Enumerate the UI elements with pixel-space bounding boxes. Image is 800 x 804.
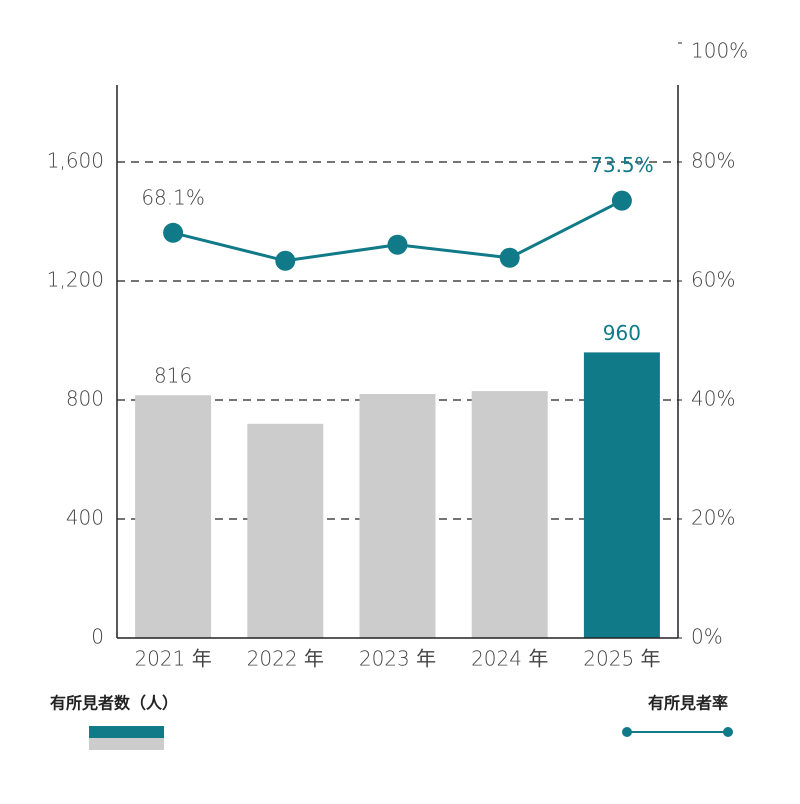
line-value-label: 68.1% xyxy=(141,185,205,209)
y2-tick-label: 20% xyxy=(691,506,735,530)
bar xyxy=(583,352,660,638)
line-point xyxy=(387,234,408,255)
legend-swatch xyxy=(89,738,164,750)
legend-swatch xyxy=(89,726,164,738)
bar xyxy=(247,423,324,638)
legend-label: 有所見者数（人） xyxy=(50,694,178,713)
x-tick-label: 2025 年 xyxy=(583,647,660,671)
bar-value-label: 960 xyxy=(603,321,641,345)
bar xyxy=(471,391,548,638)
x-tick-label: 2022 年 xyxy=(247,647,324,671)
y-tick-label: 1,600 xyxy=(47,149,104,173)
legend-dot xyxy=(723,727,733,737)
y2-tick-label: 40% xyxy=(691,387,735,411)
bar xyxy=(135,395,212,638)
x-tick-label: 2024 年 xyxy=(471,647,548,671)
y2-tick-label: 0% xyxy=(691,625,723,649)
y-tick-label: 0 xyxy=(91,625,104,649)
bar-value-label: 816 xyxy=(154,364,192,388)
line-value-label: 73.5% xyxy=(590,153,654,177)
line-point xyxy=(499,247,520,268)
y2-tick-label: 100% xyxy=(691,39,748,63)
x-tick-label: 2021 年 xyxy=(134,647,211,671)
y-tick-label: 400 xyxy=(66,506,104,530)
line-point xyxy=(275,250,296,271)
line-point xyxy=(611,190,632,211)
legend-dot xyxy=(622,727,632,737)
y-tick-label: 800 xyxy=(66,387,104,411)
x-tick-label: 2023 年 xyxy=(359,647,436,671)
line-point xyxy=(163,222,184,243)
y-tick-label: 1,200 xyxy=(47,268,104,292)
bar xyxy=(359,394,436,638)
y2-tick-label: 60% xyxy=(691,268,735,292)
y2-tick-label: 80% xyxy=(691,149,735,173)
legend-label: 有所見者率 xyxy=(648,694,728,713)
